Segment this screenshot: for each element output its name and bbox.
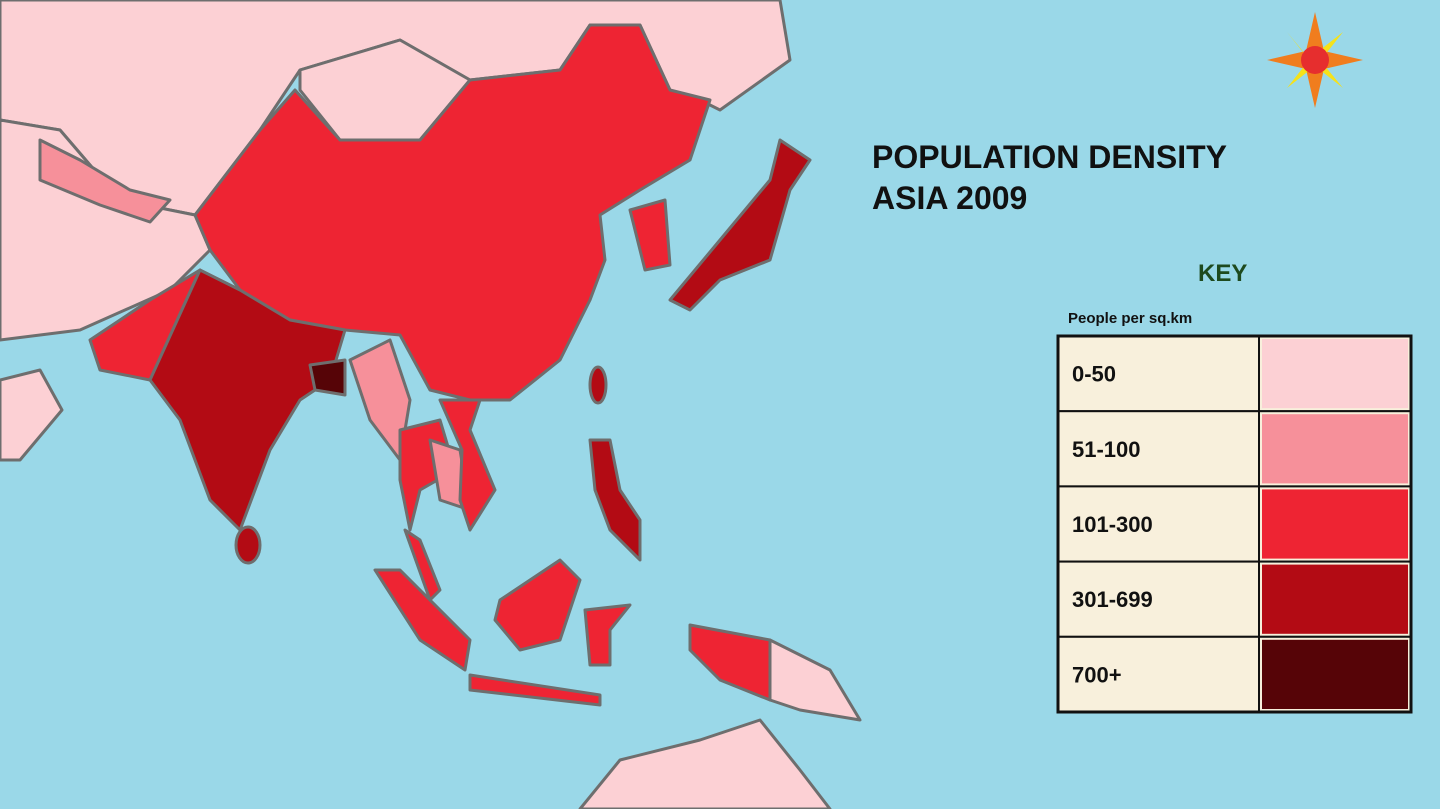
key-label: 301-699 (1072, 587, 1153, 612)
borneo (493, 558, 582, 652)
key-unit: People per sq.km (1068, 310, 1192, 327)
australia (578, 718, 832, 809)
middle-east (0, 368, 64, 462)
vietnam (438, 398, 497, 532)
papua-new-guinea (768, 638, 862, 722)
philippines (588, 438, 642, 562)
key-border (1056, 334, 1413, 714)
key-swatch (1262, 639, 1408, 709)
compass (1267, 12, 1363, 108)
key-label-cell (1057, 485, 1260, 563)
malay-peninsula (403, 528, 442, 602)
japan (668, 138, 812, 312)
china (193, 23, 712, 402)
key-label: 51-100 (1072, 437, 1141, 462)
taiwan (588, 365, 608, 405)
key-swatch (1262, 414, 1408, 484)
west-new-guinea (688, 623, 772, 702)
compass-center (1301, 46, 1329, 74)
key-swatch (1262, 564, 1408, 634)
title: ASIA 2009 (872, 180, 1027, 216)
legend: 0-50 51-100 101-300 301-699 700+ (1056, 334, 1413, 714)
bangladesh (308, 358, 347, 397)
title: POPULATION DENSITY (872, 139, 1227, 175)
sumatra (373, 568, 472, 672)
countries (0, 0, 862, 809)
uzbekistan (38, 138, 172, 224)
java (468, 673, 602, 707)
sri-lanka (234, 525, 262, 565)
key-label: 101-300 (1072, 512, 1153, 537)
key-label: 700+ (1072, 662, 1122, 687)
key-swatch (1262, 339, 1408, 409)
key-swatch (1262, 489, 1408, 559)
key-title: KEY (1198, 260, 1247, 287)
korea (628, 198, 672, 272)
key-label: 0-50 (1072, 362, 1116, 387)
sulawesi (583, 603, 632, 667)
